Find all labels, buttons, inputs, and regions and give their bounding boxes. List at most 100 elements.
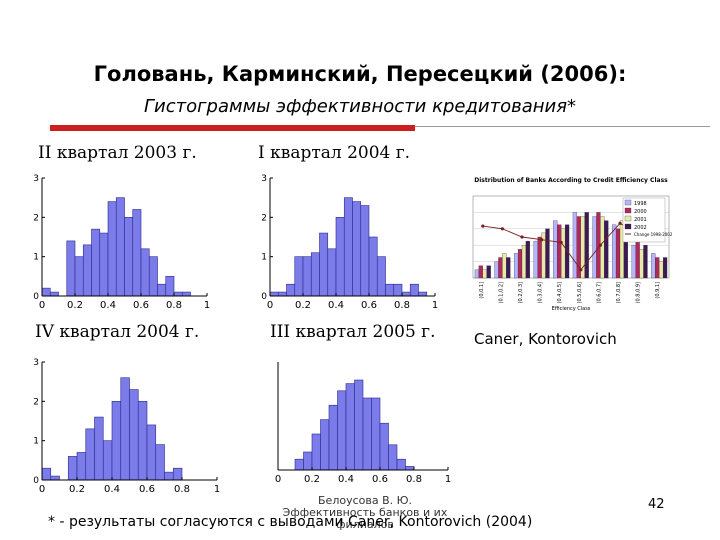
histogram-svg: 0 0.2 0.4 0.6 0.8 1 0 1 2 3 <box>261 174 438 311</box>
x-tick-label: 1 <box>204 300 210 311</box>
series-bar <box>545 228 550 279</box>
x-tick-label: 0 <box>267 300 273 311</box>
histogram-bar <box>99 232 109 297</box>
histogram-bar <box>157 283 167 297</box>
x-tick-label: 0.6 <box>133 300 149 311</box>
histogram-q2-2003: 0 0.2 0.4 0.6 0.8 1 0 1 2 3 <box>30 172 215 312</box>
series-bar <box>635 240 640 279</box>
series-bar <box>498 257 503 279</box>
series-bar <box>592 216 597 279</box>
x-axis-label: Efficiency Class <box>552 306 591 312</box>
change-point <box>559 240 563 245</box>
x-tick-label: 0.4 <box>100 300 116 311</box>
histogram-bar <box>320 419 330 471</box>
y-tick-label: 3 <box>33 358 39 368</box>
legend-swatch <box>624 215 632 222</box>
histogram-bar <box>401 291 411 297</box>
histogram-bar <box>66 240 76 297</box>
histogram-bar <box>418 291 428 297</box>
category-label: (0.3,0.4] <box>538 282 544 303</box>
series-bar <box>494 261 499 279</box>
histogram-bar <box>107 201 117 297</box>
category-label: (0.5,0.6] <box>577 282 583 303</box>
category-label: (0,0.1] <box>479 282 485 299</box>
caption-caner: Caner, Kontorovich <box>474 330 617 348</box>
x-tick-label: 0.2 <box>69 484 85 495</box>
slide-subtitle: Гистограммы эффективности кредитования* <box>143 96 577 117</box>
category-label: (0.8,0.9] <box>636 282 642 303</box>
histogram-bar <box>129 389 139 481</box>
histogram-bar <box>294 256 304 297</box>
legend-label: 2002 <box>634 225 647 231</box>
histogram-bar <box>405 466 415 471</box>
series-bar <box>631 245 636 279</box>
histogram-bar <box>140 248 150 297</box>
histogram-svg: 0 0.2 0.4 0.6 0.8 1 0 1 2 3 <box>33 174 210 311</box>
chart-title: Distribution of Banks According to Credi… <box>474 177 668 184</box>
y-tick-label: 1 <box>261 253 267 263</box>
x-tick-label: 0 <box>275 474 281 485</box>
series-bar <box>474 269 480 279</box>
divider-rule <box>415 126 710 127</box>
histogram-bar <box>91 228 101 297</box>
legend-label: 2001 <box>634 217 647 223</box>
y-tick-label: 2 <box>33 397 39 407</box>
histogram-bar <box>360 205 370 297</box>
x-tick-label: 0.8 <box>406 474 422 485</box>
category-label: (0.4,0.5] <box>557 282 563 303</box>
histogram-q3-2005: 0 0.2 0.4 0.6 0.8 1 <box>266 356 456 486</box>
histogram-bar <box>376 256 386 297</box>
histogram-q4-2004: 0 0.2 0.4 0.6 0.8 1 0 1 2 3 <box>30 356 225 496</box>
x-tick-label: 1 <box>432 300 438 311</box>
caption-q4-2004: IV квартал 2004 г. <box>35 322 200 342</box>
x-tick-label: 0 <box>39 300 45 311</box>
histogram-bar <box>49 291 59 297</box>
change-point <box>500 227 504 231</box>
histogram-bar <box>50 475 60 481</box>
series-bar <box>561 228 566 279</box>
x-tick-label: 0.2 <box>304 474 320 485</box>
histogram-bar <box>120 377 130 481</box>
histogram-bar <box>343 197 353 297</box>
change-point <box>520 235 524 239</box>
category-label: (0.6,0.7] <box>596 282 602 303</box>
slide-title: Головань, Карминский, Пересецкий (2006): <box>93 62 627 86</box>
series-bar <box>486 265 491 279</box>
histogram-bar <box>164 471 174 481</box>
footer-note: * - результаты согласуются с выводами Ca… <box>48 514 533 530</box>
category-label: (0.2,0.3] <box>518 282 524 303</box>
histogram-bar <box>327 248 337 297</box>
series-bar <box>643 245 648 279</box>
change-point <box>618 221 622 225</box>
histogram-bar <box>137 401 148 481</box>
histogram-bar <box>393 283 403 297</box>
y-tick-label: 0 <box>33 476 39 486</box>
series-bar <box>662 257 668 279</box>
histogram-bar <box>319 232 329 297</box>
histogram-bar <box>345 383 355 471</box>
histogram-bar <box>155 444 165 481</box>
histogram-bar <box>111 401 122 481</box>
series-bar <box>533 240 538 279</box>
histogram-bar <box>368 236 378 297</box>
x-tick-label: 1 <box>214 484 220 495</box>
y-tick-label: 0 <box>261 292 267 302</box>
series-bar <box>506 257 511 279</box>
change-point <box>598 243 602 247</box>
series-bar <box>584 212 589 279</box>
histogram-bar <box>41 467 52 481</box>
x-tick-label: 1 <box>445 474 451 485</box>
histogram-svg: 0 0.2 0.4 0.6 0.8 1 <box>275 362 451 485</box>
histogram-bar <box>41 287 51 297</box>
histogram-bar <box>181 291 191 297</box>
series-bar <box>514 253 519 279</box>
credit-efficiency-svg: Distribution of Banks According to Credi… <box>472 177 673 312</box>
series-bar <box>537 236 542 279</box>
histogram-bar <box>146 424 157 481</box>
category-label: (0.1,0.2] <box>498 282 504 303</box>
legend-label: Change 1998-2002 <box>634 232 673 237</box>
histogram-bar <box>277 291 287 297</box>
series-bar <box>659 261 664 279</box>
series-bar <box>572 212 578 279</box>
histogram-bar <box>371 397 381 471</box>
